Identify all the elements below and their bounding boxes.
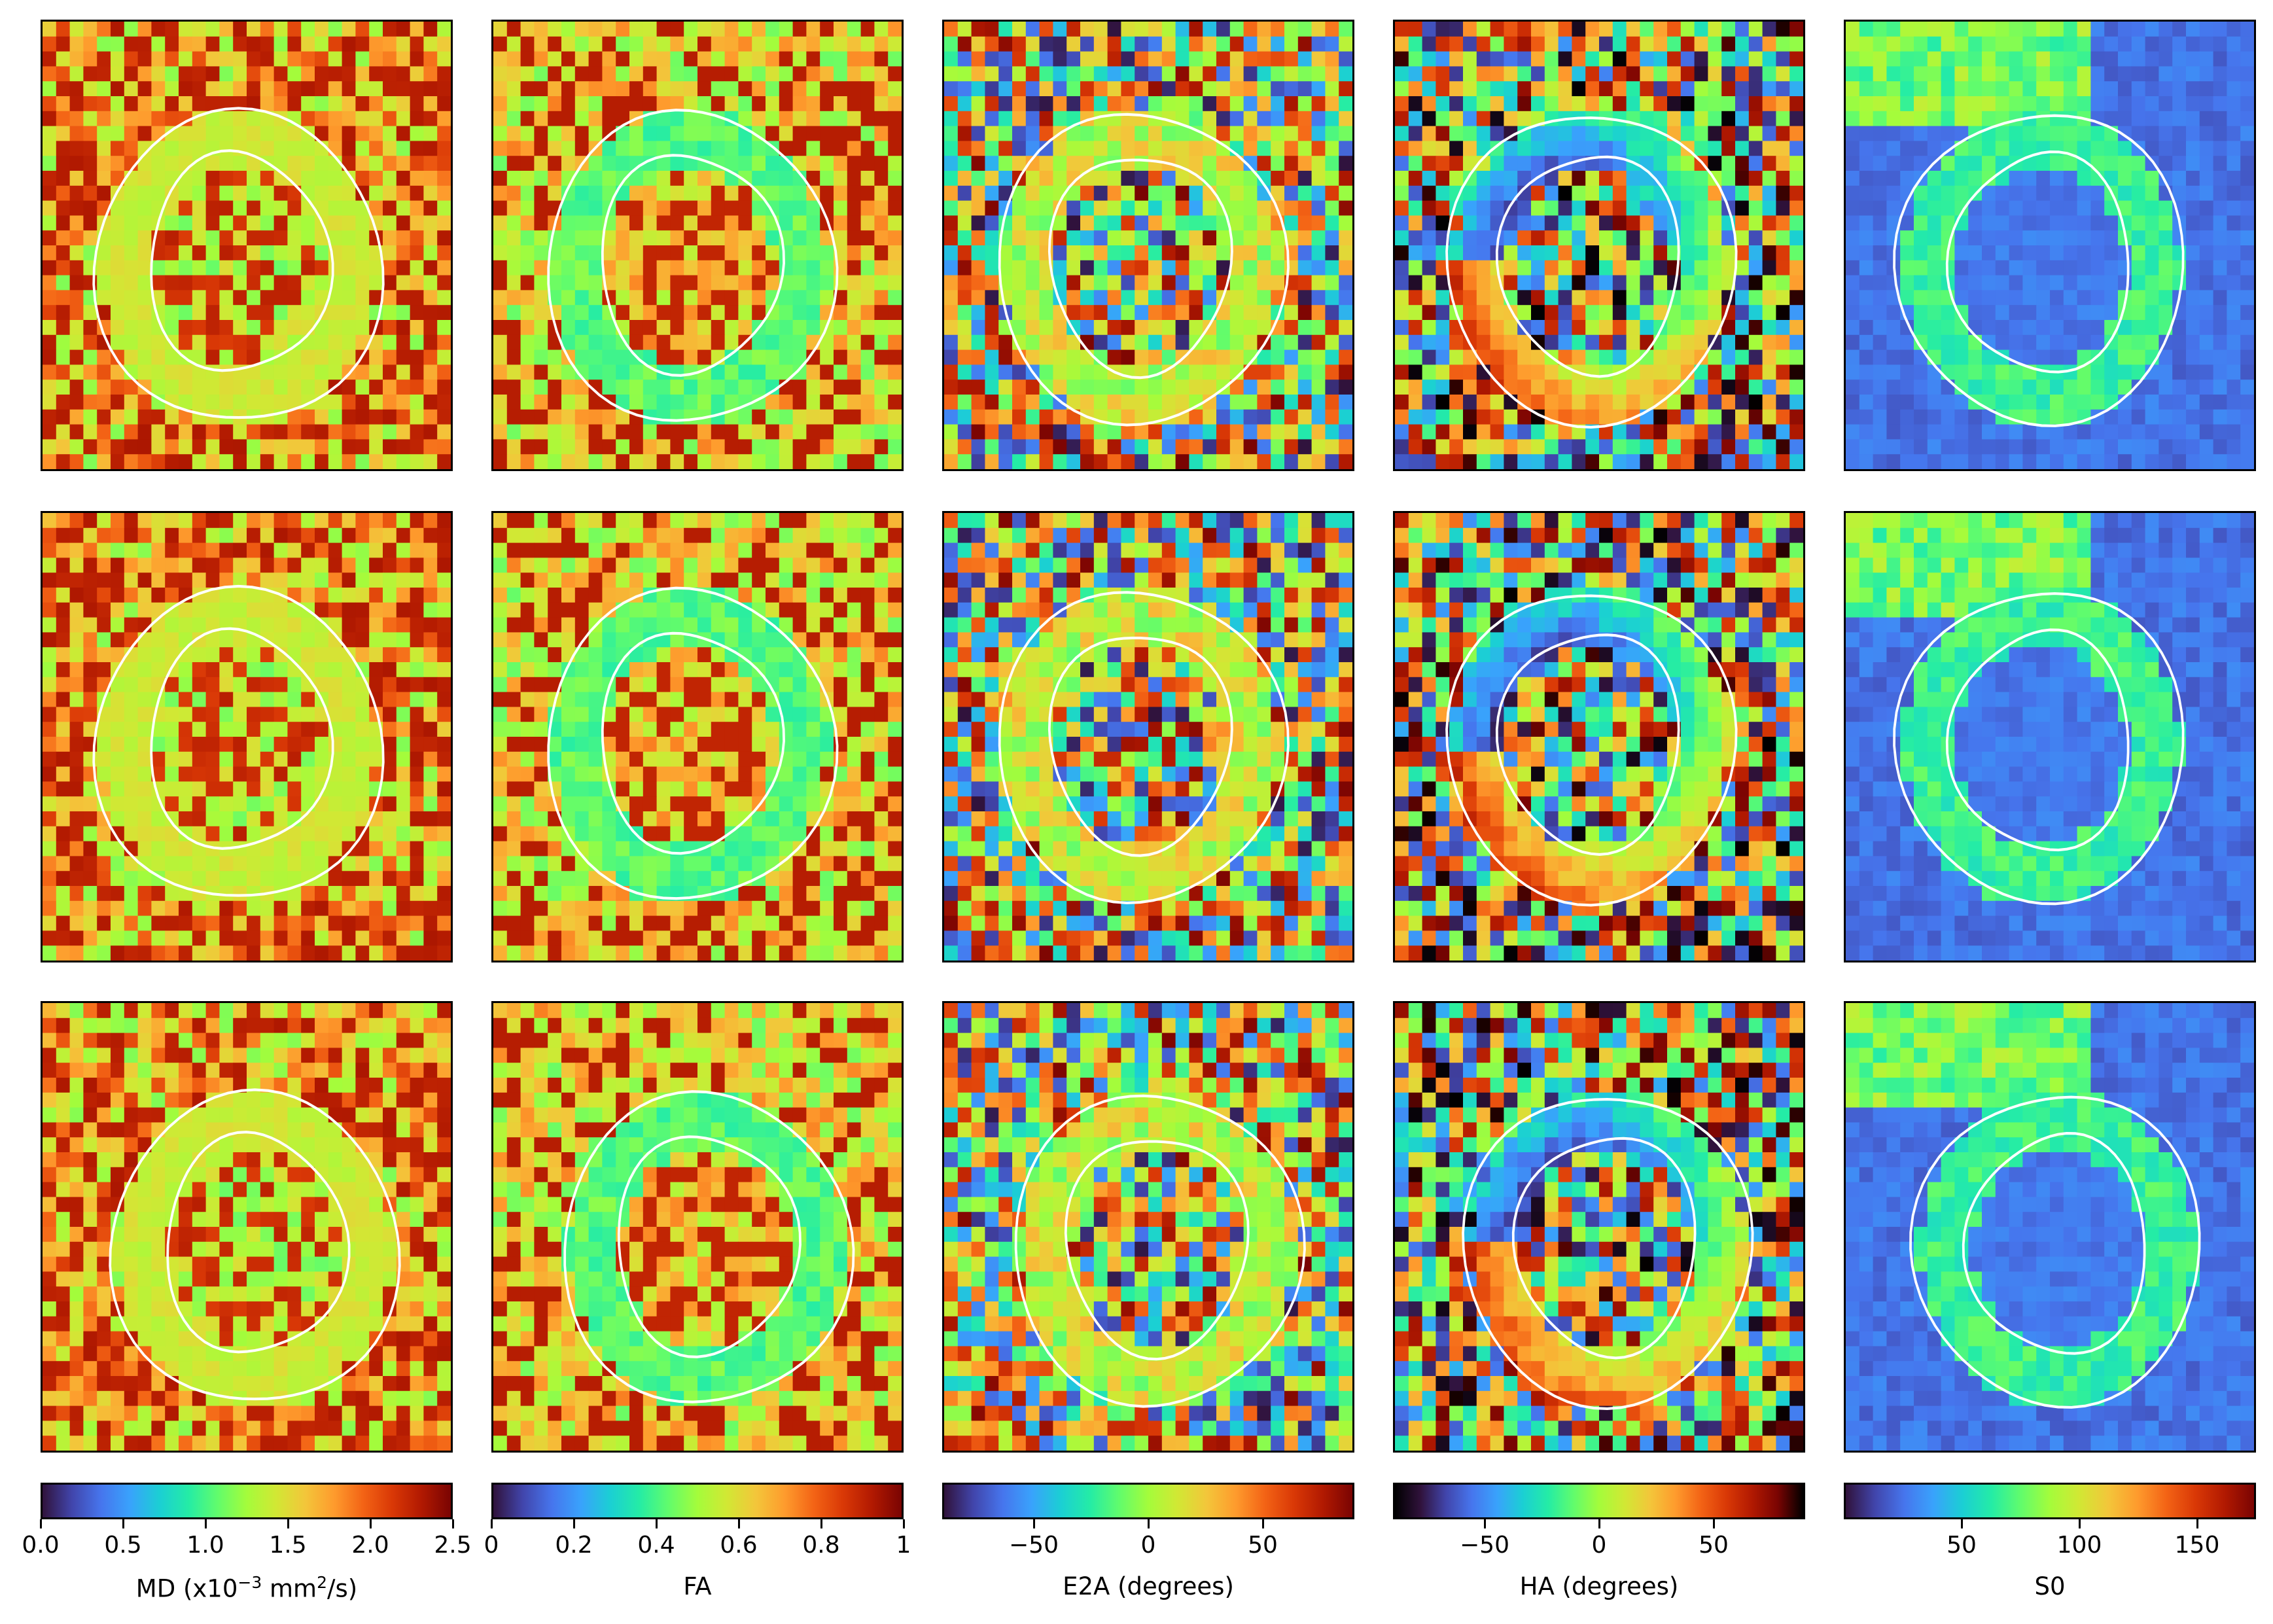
fa-tick-label: 0.6 (720, 1532, 758, 1559)
fa-tick-label: 0.8 (802, 1532, 840, 1559)
outer-contour (1462, 1098, 1754, 1410)
inner-contour (166, 1131, 351, 1354)
md-tick-label: 2.0 (351, 1532, 389, 1559)
outer-contour (563, 1090, 855, 1403)
fa-map-row-1 (491, 20, 904, 471)
inner-contour (601, 631, 785, 855)
ha-colorbar-label: HA (degrees) (1519, 1572, 1679, 1600)
s0-map-row-2 (1844, 511, 2256, 962)
md-tick-label: 0.0 (22, 1532, 60, 1559)
md-tick-label: 0.5 (104, 1532, 142, 1559)
fa-colorbar (491, 1483, 904, 1519)
fa-tick-label: 0.2 (555, 1532, 593, 1559)
fa-tick-label: 0 (484, 1532, 499, 1559)
s0-colorbar-label: S0 (2034, 1572, 2066, 1600)
outer-contour (109, 1088, 401, 1401)
fa-colorbar-tick (737, 1519, 740, 1528)
inner-contour (1945, 150, 2130, 374)
md-colorbar-tick (287, 1519, 289, 1528)
md-colorbar-tick (122, 1519, 124, 1528)
ha-colorbar-tick (1598, 1519, 1600, 1528)
md-colorbar (41, 1483, 453, 1519)
md-map-row-3 (41, 1001, 453, 1453)
inner-contour (150, 627, 334, 850)
outer-contour (998, 113, 1290, 427)
s0-tick-label: 100 (2056, 1532, 2102, 1559)
outer-contour (1445, 116, 1738, 429)
inner-contour (601, 154, 785, 377)
fa-colorbar-tick (573, 1519, 575, 1528)
ha-map-row-1 (1393, 20, 1805, 471)
md-tick-label: 2.5 (434, 1532, 472, 1559)
inner-contour (617, 1135, 802, 1358)
s0-map-row-3 (1844, 1001, 2256, 1453)
inner-contour (1962, 1131, 2146, 1355)
s0-colorbar-tick (2078, 1519, 2081, 1528)
outer-contour (547, 109, 839, 422)
e2a-tick-label: 0 (1140, 1532, 1156, 1559)
e2a-map-row-1 (942, 20, 1354, 471)
ha-map-row-3 (1393, 1001, 1805, 1453)
outer-contour (547, 586, 839, 900)
outer-contour (1014, 1094, 1306, 1408)
ha-tick-label: 0 (1591, 1532, 1607, 1559)
s0-colorbar-tick (1960, 1519, 1963, 1528)
ha-colorbar (1393, 1483, 1805, 1519)
fa-tick-label: 1 (896, 1532, 911, 1559)
inner-contour (150, 149, 334, 372)
md-map-row-1 (41, 20, 453, 471)
md-colorbar-tick (451, 1519, 454, 1528)
e2a-colorbar (942, 1483, 1354, 1519)
s0-tick-label: 50 (1947, 1532, 1977, 1559)
outer-contour (1893, 114, 2185, 427)
outer-contour (998, 591, 1290, 905)
inner-contour (1511, 1137, 1697, 1360)
e2a-colorbar-tick (1147, 1519, 1150, 1528)
s0-colorbar (1844, 1483, 2256, 1519)
md-colorbar-tick (204, 1519, 207, 1528)
inner-contour (1495, 155, 1680, 378)
outer-contour (92, 584, 385, 897)
md-colorbar-tick (369, 1519, 372, 1528)
s0-map-row-1 (1844, 20, 2256, 471)
ha-tick-label: 50 (1699, 1532, 1729, 1559)
e2a-colorbar-label: E2A (degrees) (1063, 1572, 1234, 1600)
fa-colorbar-tick (902, 1519, 905, 1528)
inner-contour (1495, 633, 1680, 856)
inner-contour (1048, 637, 1233, 857)
outer-contour (1893, 592, 2185, 906)
md-tick-label: 1.5 (269, 1532, 307, 1559)
e2a-map-row-3 (942, 1001, 1354, 1453)
fa-map-row-3 (491, 1001, 904, 1453)
fa-colorbar-tick (820, 1519, 822, 1528)
fa-colorbar-label: FA (683, 1572, 712, 1600)
e2a-colorbar-tick (1261, 1519, 1264, 1528)
outer-contour (92, 107, 385, 419)
inner-contour (1048, 158, 1233, 380)
fa-tick-label: 0.4 (637, 1532, 675, 1559)
fa-map-row-2 (491, 511, 904, 962)
fa-colorbar-tick (655, 1519, 658, 1528)
e2a-colorbar-tick (1032, 1519, 1035, 1528)
inner-contour (1064, 1140, 1250, 1361)
md-tick-label: 1.0 (186, 1532, 224, 1559)
md-colorbar-label: MD (x10−3 mm2/s) (135, 1573, 358, 1603)
md-colorbar-tick (39, 1519, 42, 1528)
s0-tick-label: 150 (2174, 1532, 2220, 1559)
e2a-tick-label: −50 (1009, 1532, 1059, 1559)
ha-colorbar-tick (1712, 1519, 1715, 1528)
s0-colorbar-tick (2196, 1519, 2198, 1528)
outer-contour (1445, 594, 1738, 907)
ha-map-row-2 (1393, 511, 1805, 962)
inner-contour (1945, 628, 2130, 852)
e2a-tick-label: 50 (1248, 1532, 1278, 1559)
ha-tick-label: −50 (1460, 1532, 1509, 1559)
e2a-map-row-2 (942, 511, 1354, 962)
fa-colorbar-tick (490, 1519, 493, 1528)
outer-contour (1909, 1095, 2201, 1409)
ha-colorbar-tick (1483, 1519, 1486, 1528)
md-map-row-2 (41, 511, 453, 962)
